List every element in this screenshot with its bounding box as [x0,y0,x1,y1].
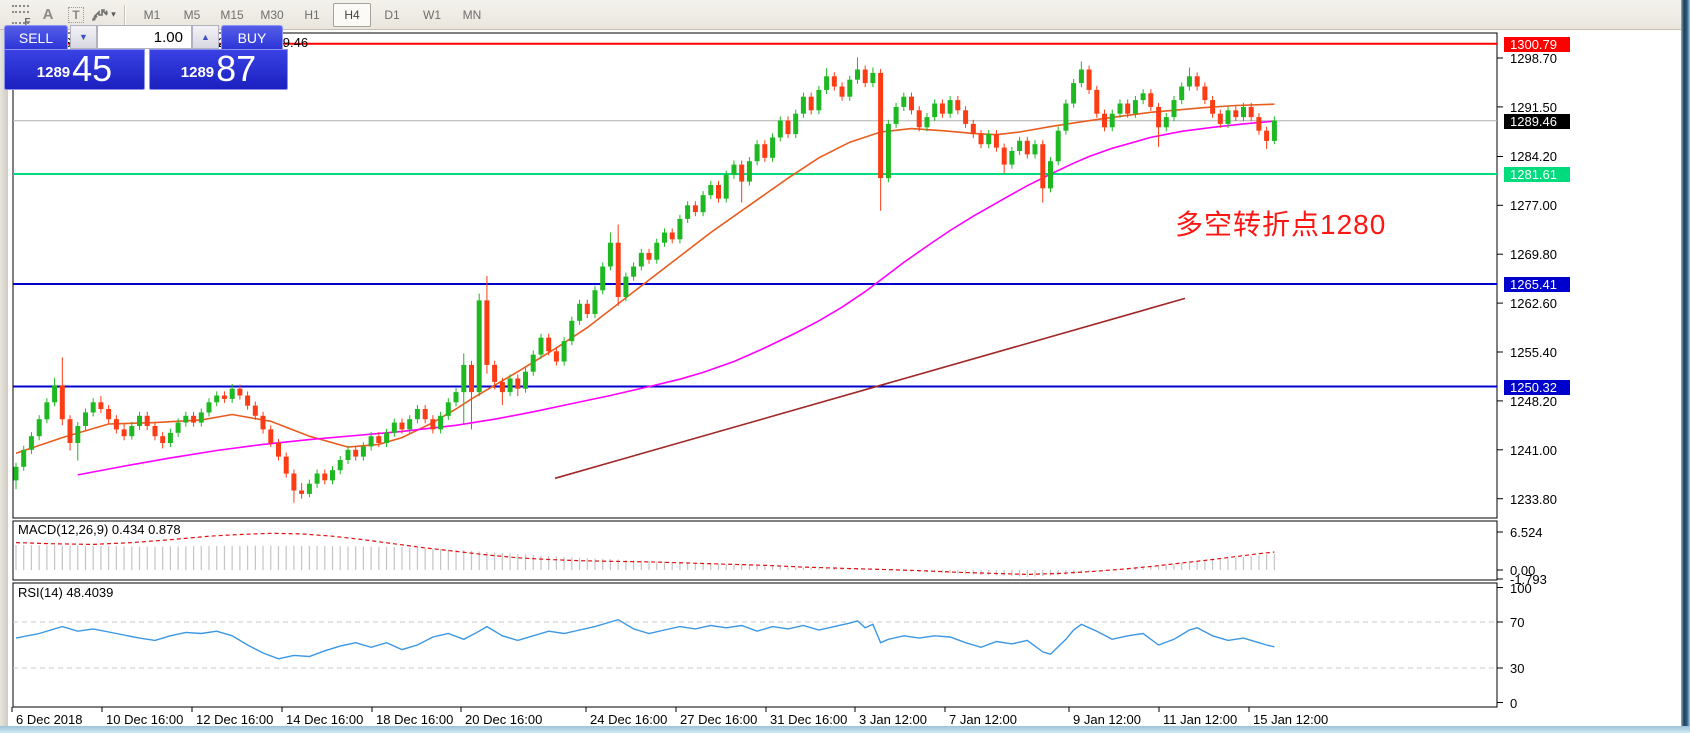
price-axis-tick: 1277.00 [1510,198,1557,213]
rsi-indicator-label: RSI(14) 48.4039 [18,585,114,600]
timeframe-button-w1[interactable]: W1 [423,7,441,22]
volume-decrease-button[interactable]: ▼ [70,25,97,49]
price-axis-tick: 1291.50 [1510,100,1557,115]
one-click-trading-panel: SELL ▼ ▲ BUY 1289 45 1289 87 [4,25,290,90]
date-axis-label: 11 Jan 12:00 [1163,712,1238,727]
rsi-axis-tick: 70 [1510,615,1525,630]
timeframe-button-h1[interactable]: H1 [304,7,320,22]
spinner-down-icon: ▼ [79,32,88,42]
text-label-tool-button[interactable]: A [35,3,61,27]
timeframe-button-d1[interactable]: D1 [384,7,400,22]
chart-canvas[interactable] [8,30,1682,727]
price-label-1300.79: 1300.79 [1504,37,1570,52]
arrows-tool-button[interactable]: ▾ [91,3,117,27]
sell-price-box[interactable]: 1289 45 [4,49,145,90]
date-axis-label: 15 Jan 12:00 [1253,712,1329,727]
price-axis-tick: 1269.80 [1510,247,1557,262]
timeframe-button-m15[interactable]: M15 [220,7,244,22]
macd-indicator-label: MACD(12,26,9) 0.434 0.878 [18,522,181,537]
sell-button[interactable]: SELL [4,25,68,49]
macd-axis-tick: -1.793 [1510,572,1547,587]
window-left-border [0,30,8,733]
timeframe-button-m1[interactable]: M1 [143,7,161,22]
date-axis-label: 27 Dec 16:00 [680,712,758,727]
arrows-icon [92,8,109,21]
price-label-1289.46: 1289.46 [1504,114,1570,129]
date-axis-label: 14 Dec 16:00 [286,712,364,727]
price-axis-tick: 1255.40 [1510,345,1557,360]
macd-axis-tick: 0.00 [1510,563,1536,578]
date-axis-label: 7 Jan 12:00 [949,712,1017,727]
rsi-line [15,618,1275,660]
sell-price-pips: 45 [72,48,113,89]
price-axis-tick: 1298.70 [1510,51,1557,66]
price-label-1250.32: 1250.32 [1504,380,1570,395]
spinner-up-icon: ▲ [201,32,210,42]
timeframe-button-h4[interactable]: H4 [333,2,371,27]
date-axis-label: 31 Dec 16:00 [770,712,848,727]
indicator-list-icon[interactable]: F [7,3,33,28]
fibonacci-grid-icon: F [11,5,31,28]
timeframe-button-mn[interactable]: MN [462,7,482,22]
buy-price-pips: 87 [216,48,257,89]
date-axis-label: 24 Dec 16:00 [590,712,668,727]
text-label-icon: A [42,6,54,23]
chart-annotation-text[interactable]: 多空转折点1280 [1175,209,1387,240]
buy-button[interactable]: BUY [221,25,283,49]
volume-input[interactable] [97,25,192,49]
rsi-axis-tick: 30 [1510,661,1525,676]
macd-axis-tick: 6.524 [1510,525,1543,540]
window-right-border [1681,0,1690,733]
date-axis-label: 20 Dec 16:00 [465,712,543,727]
rsi-axis-tick: 0 [1510,696,1518,711]
ma-slow-line [77,120,1275,476]
chevron-down-icon: ▾ [111,9,116,19]
date-axis-label: 10 Dec 16:00 [106,712,184,727]
date-axis-label: 6 Dec 2018 [16,712,83,727]
volume-increase-button[interactable]: ▲ [192,25,219,49]
timeframe-bar: M1 M5 M15 M30 H1 H4 D1 W1 MN [132,2,492,27]
price-axis-tick: 1248.20 [1510,394,1557,409]
ma-fast-line [15,103,1275,454]
price-label-1265.41: 1265.41 [1504,277,1570,292]
price-label-1281.61: 1281.61 [1504,167,1570,182]
buy-price-big-figure: 1289 [180,64,215,81]
timeframe-button-m30[interactable]: M30 [260,7,284,22]
buy-price-box[interactable]: 1289 87 [149,49,288,90]
date-axis-label: 3 Jan 12:00 [859,712,927,727]
price-axis-tick: 1284.20 [1510,149,1557,164]
date-axis-label: 9 Jan 12:00 [1073,712,1141,727]
toolbar-separator [124,4,126,25]
price-axis-tick: 1241.00 [1510,443,1557,458]
date-axis-label: 12 Dec 16:00 [196,712,274,727]
sell-price-big-figure: 1289 [36,64,71,81]
trendline[interactable] [554,297,1186,480]
text-box-icon: T [68,6,84,23]
chart-area[interactable]: ▲XAUUSD-,H4 1290.27 1290.73 1288.75 1289… [8,30,1682,727]
macd-signal-line [15,532,1275,576]
price-axis-tick: 1262.60 [1510,296,1557,311]
price-axis-tick: 1233.80 [1510,492,1557,507]
timeframe-button-m5[interactable]: M5 [183,7,201,22]
window-bottom-border [0,726,1690,733]
date-axis-label: 18 Dec 16:00 [376,712,454,727]
text-box-tool-button[interactable]: T [63,3,89,27]
rsi-axis-tick: 100 [1510,581,1532,596]
